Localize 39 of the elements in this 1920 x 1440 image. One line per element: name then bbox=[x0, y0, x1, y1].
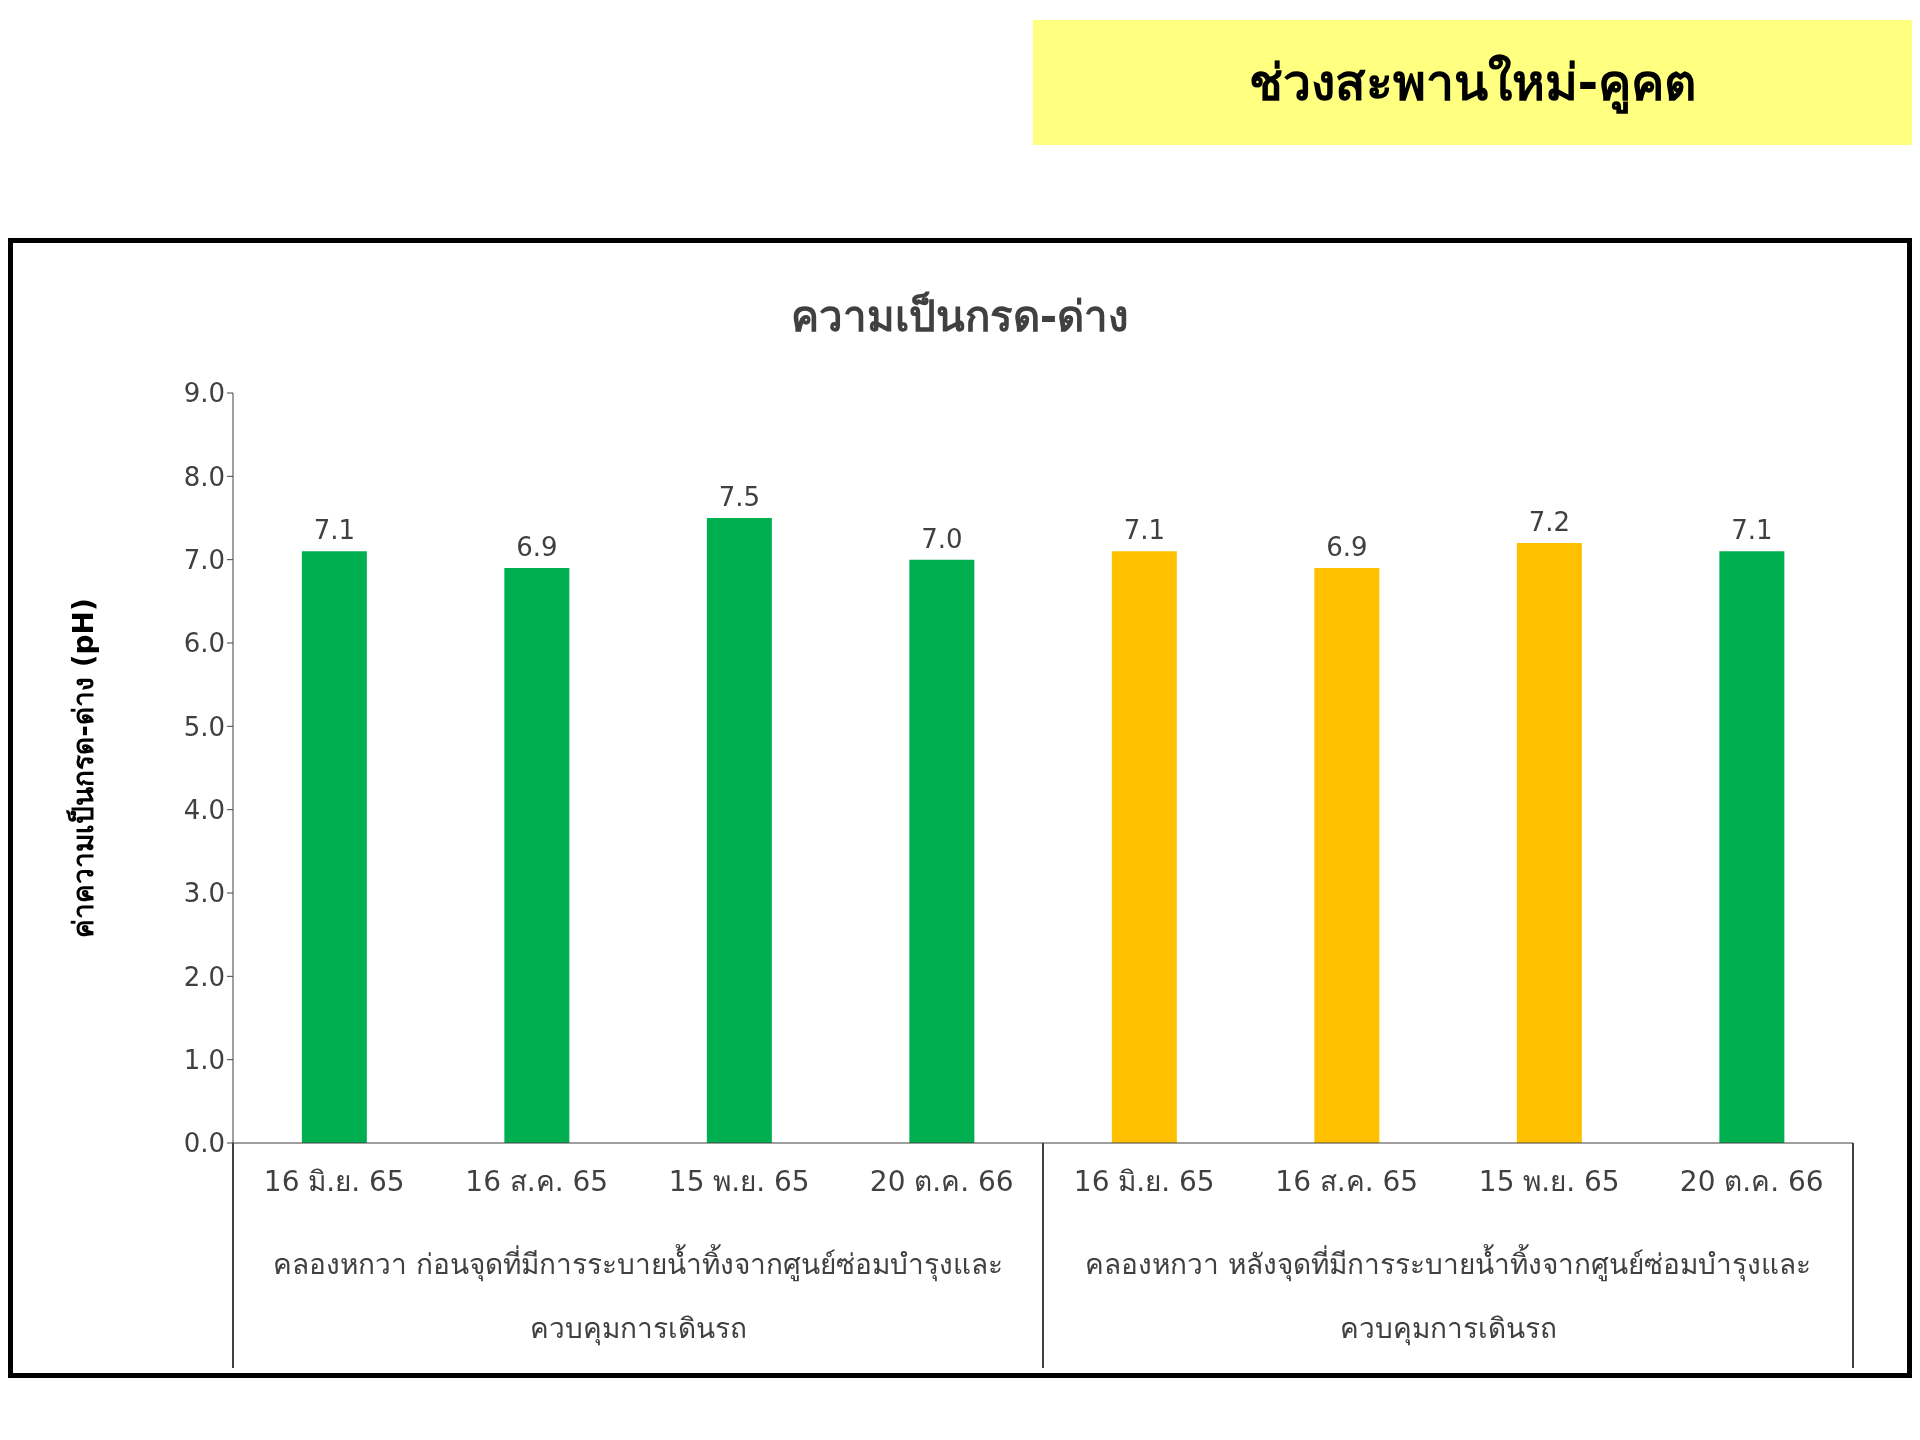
y-tick-label: 5.0 bbox=[183, 711, 225, 742]
x-tick-label: 16 ส.ค. 65 bbox=[465, 1164, 609, 1198]
data-label: 7.0 bbox=[921, 523, 963, 554]
text: ช่วงสะพานใหม่-คูคต bbox=[1033, 20, 1912, 145]
y-tick-label: 4.0 bbox=[183, 794, 225, 825]
data-label: 7.5 bbox=[718, 482, 761, 512]
data-label: 7.1 bbox=[1123, 515, 1166, 546]
bar bbox=[1516, 543, 1582, 1143]
data-label: 7.2 bbox=[1528, 507, 1571, 537]
bar bbox=[504, 568, 570, 1143]
x-tick-label: 15 พ.ย. 65 bbox=[1478, 1164, 1620, 1198]
text: คลองหกวา ก่อนจุดที่มีการระบายน้ำทิ้งจากศูนย์ซ่อมบำรุงและควบคุมการเดินรถ bbox=[272, 1243, 1004, 1348]
y-tick-label: 9.0 bbox=[183, 378, 225, 409]
y-tick-label: 0.0 bbox=[183, 1128, 225, 1159]
x-tick-label: 15 พ.ย. 65 bbox=[668, 1164, 810, 1198]
y-axis-title: ค่าความเป็นกรด-ด่าง (pH) bbox=[65, 598, 100, 938]
x-tick-label: 16 มิ.ย. 65 bbox=[1073, 1164, 1215, 1198]
bar bbox=[1719, 551, 1785, 1143]
x-tick-label: 16 ส.ค. 65 bbox=[1275, 1164, 1419, 1198]
bar bbox=[706, 518, 772, 1143]
text: คลองหกวา หลังจุดที่มีการระบายน้ำทิ้งจากศูนย์ซ่อมบำรุงและควบคุมการเดินรถ bbox=[1084, 1243, 1812, 1348]
bar bbox=[909, 559, 975, 1143]
x-tick-label: 20 ต.ค. 66 bbox=[869, 1164, 1014, 1198]
y-tick-label: 8.0 bbox=[183, 461, 225, 492]
data-label: 6.9 bbox=[516, 532, 558, 562]
y-tick-label: 2.0 bbox=[183, 961, 225, 992]
data-label: 7.1 bbox=[313, 515, 356, 546]
data-label: 6.9 bbox=[1326, 532, 1368, 562]
data-label: 7.1 bbox=[1731, 515, 1773, 546]
y-tick-label: 7.0 bbox=[183, 544, 225, 575]
y-tick-label: 3.0 bbox=[183, 878, 225, 909]
x-tick-label: 20 ต.ค. 66 bbox=[1679, 1164, 1824, 1198]
y-tick-label: 1.0 bbox=[183, 1044, 225, 1075]
chart-title: ความเป็นกรด-ด่าง bbox=[789, 290, 1131, 343]
bar bbox=[1111, 551, 1177, 1143]
bar bbox=[301, 551, 367, 1143]
bar bbox=[1314, 568, 1380, 1143]
x-tick-label: 16 มิ.ย. 65 bbox=[263, 1164, 405, 1198]
y-tick-label: 6.0 bbox=[183, 628, 225, 659]
